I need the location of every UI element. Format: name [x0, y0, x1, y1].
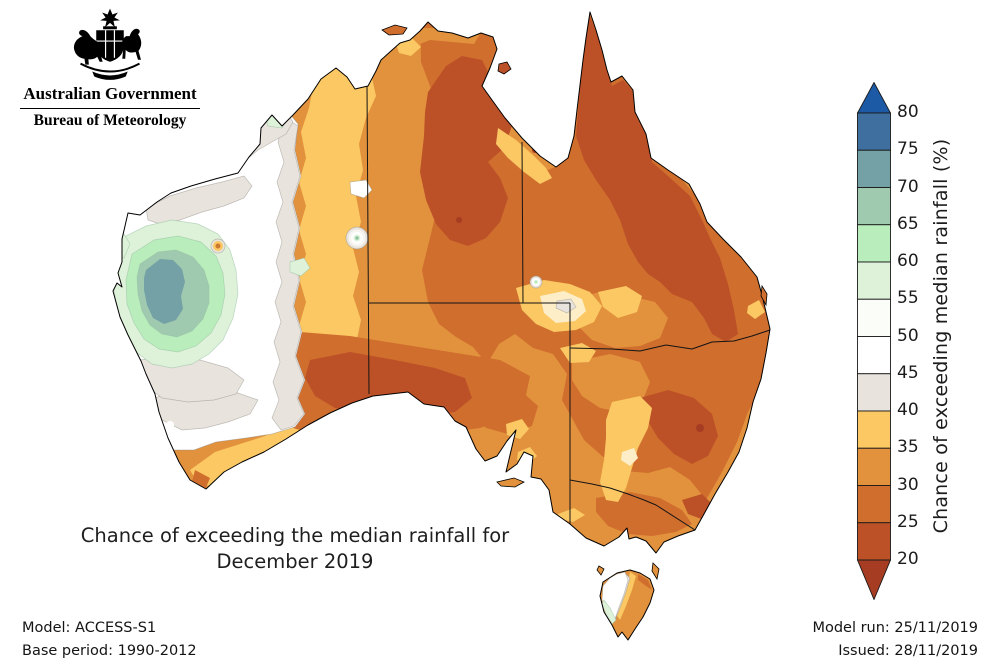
agency-title: Bureau of Meteorology: [33, 112, 187, 129]
contour-region: [621, 448, 638, 466]
contour-region: [532, 147, 538, 153]
colorbar-tick: 60: [897, 251, 919, 271]
contour-region: [644, 118, 652, 126]
contour-region-cape-york: [576, 16, 738, 342]
colorbar-tick: 40: [897, 400, 919, 420]
colorbar-tick: 70: [897, 177, 919, 197]
colorbar-tick: 65: [897, 214, 919, 234]
contour-region: [558, 508, 585, 522]
contour-region: [640, 390, 718, 464]
colorbar-cells: [857, 112, 891, 561]
colorbar-tick: 25: [897, 512, 919, 532]
contour-region: [747, 300, 765, 319]
contour-region-green-core: [144, 259, 185, 324]
caption-line-2: December 2019: [216, 550, 374, 573]
colorbar-tick: 75: [897, 139, 919, 159]
kangaroo-icon: [74, 29, 103, 65]
contour-bullseye: [529, 275, 543, 289]
model-run-label: Model run: 25/11/2019: [812, 620, 978, 636]
colorbar-arrow-bottom: [857, 559, 891, 600]
colorbar-tick: 80: [897, 102, 919, 122]
colorbar-tick: 55: [897, 288, 919, 308]
king-island: [596, 565, 605, 576]
contour-region: [192, 470, 210, 490]
flinders-island: [651, 562, 660, 581]
bom-logo: Australian Government Bureau of Meteorol…: [14, 6, 206, 130]
colorbar-title: Chance of exceeding median rainfall (%): [930, 138, 952, 534]
emu-icon: [122, 28, 142, 60]
fraser-island: [760, 284, 768, 307]
base-period-label: Base period: 1990-2012: [22, 643, 197, 659]
kangaroo-island: [496, 477, 525, 488]
footer-left: Model: ACCESS-S1 Base period: 1990-2012: [22, 617, 197, 663]
mainland-coastline: [112, 11, 771, 554]
contour-region: [282, 452, 322, 478]
map-caption: Chance of exceeding the median rainfall …: [65, 523, 525, 575]
colorbar-tick: 45: [897, 363, 919, 383]
contour-region: [596, 492, 692, 536]
contour-region: [598, 286, 642, 318]
australian-coat-of-arms-icon: [74, 8, 142, 80]
model-label: Model: ACCESS-S1: [22, 620, 157, 636]
contour-region: [305, 352, 472, 416]
contour-region: [271, 117, 305, 431]
issued-label: Issued: 28/11/2019: [838, 643, 978, 659]
government-title: Australian Government: [23, 84, 197, 103]
contour-region: [600, 396, 652, 502]
contour-region: [696, 424, 704, 432]
tasmania: [599, 569, 655, 641]
footer-right: Model run: 25/11/2019 Issued: 28/11/2019: [812, 617, 978, 663]
colorbar-tick: 50: [897, 326, 919, 346]
colorbar-tick: 30: [897, 475, 919, 495]
contour-bullseye: [345, 226, 369, 250]
contour-region: [456, 217, 462, 223]
groote-eylandt: [497, 61, 512, 75]
contour-region: [496, 128, 552, 184]
melville-island: [381, 24, 408, 36]
islands: [381, 24, 768, 581]
contour-region: [506, 419, 529, 439]
logo-divider: [20, 108, 200, 109]
contour-region: [289, 257, 311, 277]
colorbar: [857, 82, 891, 600]
colorbar-tick: 20: [897, 549, 919, 569]
state-borders: [366, 85, 771, 531]
contour-region-top-end: [420, 56, 512, 246]
contour-region: [572, 354, 650, 412]
caption-line-1: Chance of exceeding the median rainfall …: [80, 524, 510, 547]
salt-lake: [166, 421, 174, 429]
colorbar-arrow-top: [857, 82, 891, 114]
contour-bullseye: [210, 238, 226, 254]
colorbar-tick: 35: [897, 437, 919, 457]
